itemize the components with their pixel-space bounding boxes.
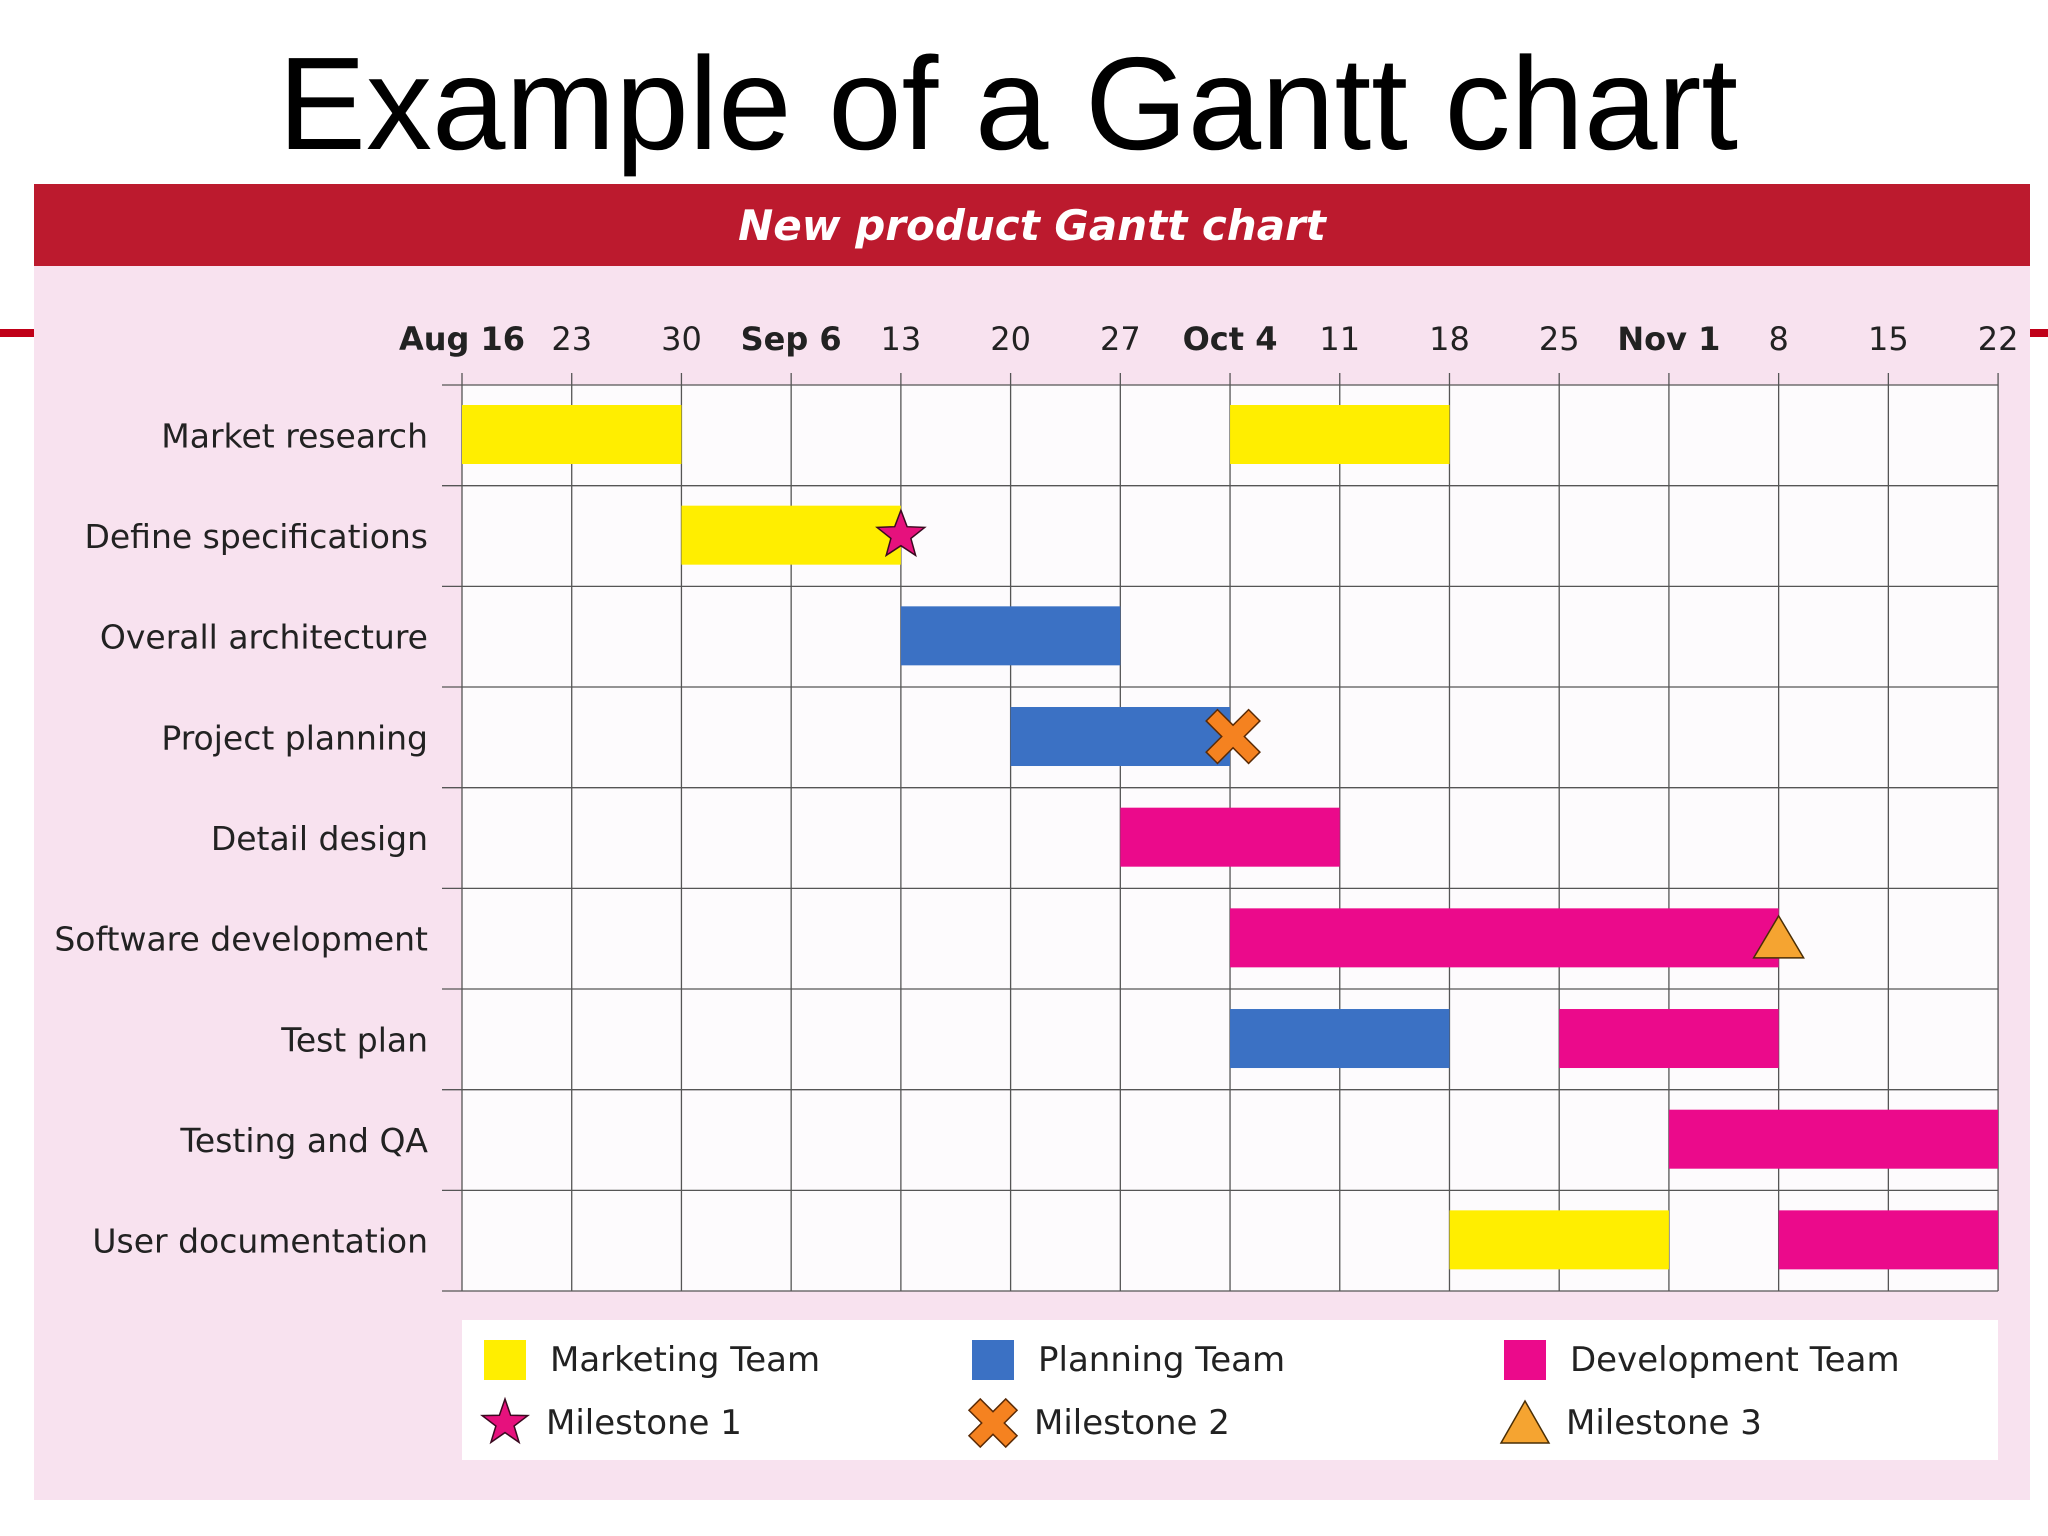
x-tick-label: 11: [1319, 320, 1360, 358]
task-label: Software development: [54, 920, 428, 959]
x-tick-label: Oct 4: [1183, 320, 1278, 358]
cross-icon: [967, 1397, 1019, 1449]
legend-label-planning: Planning Team: [1038, 1340, 1286, 1380]
x-tick-label: 25: [1539, 320, 1580, 358]
accent-line-left: [0, 329, 34, 337]
task-label: Test plan: [280, 1020, 428, 1059]
legend-item-planning: Planning Team: [972, 1340, 1285, 1380]
legend-swatch-planning: [972, 1340, 1014, 1380]
legend-item-marketing: Marketing Team: [484, 1340, 820, 1380]
triangle-icon: [1499, 1399, 1551, 1444]
gantt-bar-planning: [1230, 1009, 1450, 1069]
legend-label-marketing: Marketing Team: [550, 1340, 821, 1380]
gantt-bar-development: [1668, 1109, 1999, 1169]
gantt-bar-planning: [900, 606, 1121, 666]
x-tick-label: 23: [551, 320, 592, 358]
x-tick-label: Sep 6: [741, 320, 842, 358]
milestone-star: [875, 508, 927, 558]
legend-item-milestone2: Milestone 2: [966, 1396, 1230, 1450]
legend-item-milestone3: Milestone 3: [1498, 1396, 1762, 1450]
legend-label-milestone1: Milestone 1: [546, 1403, 742, 1443]
legend-item-milestone1: Milestone 1: [478, 1396, 742, 1450]
legend-label-development: Development Team: [1570, 1340, 1900, 1380]
x-tick-label: 20: [990, 320, 1031, 358]
task-label: Detail design: [211, 819, 428, 858]
gantt-bar-marketing: [462, 405, 682, 464]
gantt-bar-planning: [1010, 707, 1231, 767]
task-label: Testing and QA: [179, 1121, 428, 1160]
x-tick-label: Nov 1: [1617, 320, 1720, 358]
milestone-triangle: [1752, 914, 1805, 959]
x-tick-label: 18: [1429, 320, 1470, 358]
milestone-cross: [1205, 708, 1261, 765]
legend-label-milestone2: Milestone 2: [1034, 1403, 1230, 1443]
legend-swatch-marketing: [484, 1340, 526, 1380]
star-icon: [480, 1396, 530, 1445]
gantt-bar-marketing: [1230, 405, 1450, 464]
gantt-bar-development: [1120, 807, 1340, 867]
task-label: Define specifications: [84, 517, 428, 556]
chart-header: New product Gantt chart: [34, 184, 2030, 266]
x-tick-label: 30: [661, 320, 702, 358]
task-label: Market research: [161, 416, 428, 455]
x-tick-label: 22: [1978, 320, 2019, 358]
gantt-bar-development: [1559, 1009, 1779, 1069]
gantt-bar-development: [1230, 908, 1779, 968]
legend-swatch-development: [1504, 1340, 1546, 1380]
legend: Marketing Team Planning Team Development…: [462, 1320, 1998, 1460]
gantt-bar-marketing: [1449, 1210, 1669, 1270]
x-tick-label: 13: [881, 320, 922, 358]
legend-label-milestone3: Milestone 3: [1566, 1403, 1762, 1443]
gantt-bar-marketing: [681, 505, 901, 565]
x-tick-label: 8: [1768, 320, 1788, 358]
task-label: Overall architecture: [100, 618, 428, 657]
task-label: Project planning: [161, 718, 428, 757]
x-tick-label: 15: [1868, 320, 1909, 358]
chart-title: New product Gantt chart: [738, 200, 1326, 250]
legend-item-development: Development Team: [1504, 1340, 1900, 1380]
x-tick-label: Aug 16: [399, 320, 525, 358]
gantt-bar-development: [1778, 1210, 1999, 1270]
x-tick-label: 27: [1100, 320, 1141, 358]
accent-line-right: [2030, 329, 2048, 337]
slide-title: Example of a Gantt chart: [277, 30, 1739, 177]
task-label: User documentation: [92, 1222, 428, 1261]
